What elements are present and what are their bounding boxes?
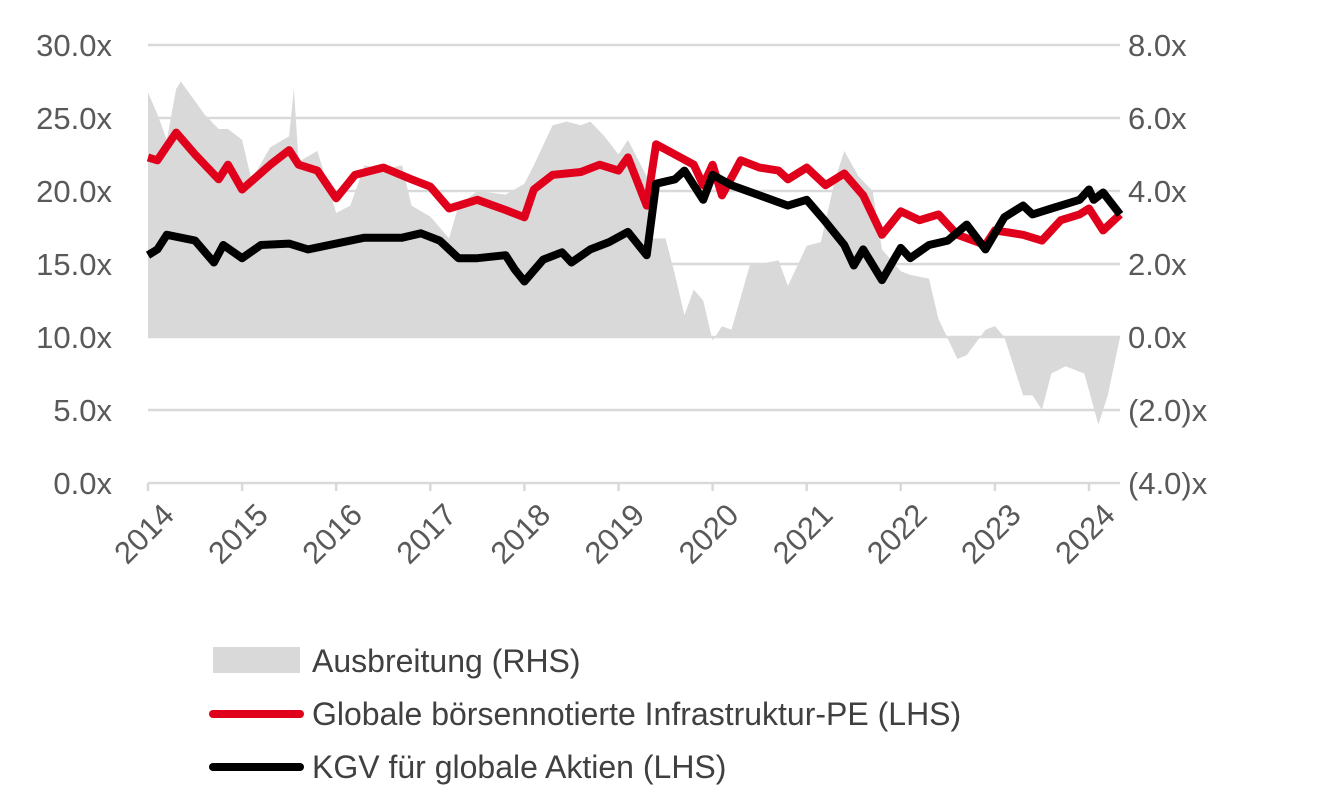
spread-area bbox=[148, 81, 1121, 425]
y-right-tick-label: (2.0)x bbox=[1128, 393, 1208, 428]
x-tick-label: 2016 bbox=[295, 497, 369, 571]
x-tick-label: 2017 bbox=[390, 497, 464, 571]
y-left-tick-label: 0.0x bbox=[53, 466, 112, 501]
y-left-tick-label: 30.0x bbox=[36, 28, 112, 63]
y-right-tick-label: 2.0x bbox=[1128, 247, 1187, 282]
x-tick-label: 2014 bbox=[107, 497, 181, 571]
x-tick-label: 2019 bbox=[578, 497, 652, 571]
equities-pe-line bbox=[145, 166, 1124, 286]
x-tick-label: 2023 bbox=[954, 497, 1028, 571]
x-tick-label: 2020 bbox=[672, 497, 746, 571]
legend-label-equities: KGV für globale Aktien (LHS) bbox=[312, 749, 726, 785]
y-left-tick-label: 20.0x bbox=[36, 174, 112, 209]
y-left-tick-label: 15.0x bbox=[36, 247, 112, 282]
x-tick-label: 2021 bbox=[766, 497, 840, 571]
y-right-tick-label: 8.0x bbox=[1128, 28, 1187, 63]
x-tick-label: 2022 bbox=[860, 497, 934, 571]
y-left-tick-label: 25.0x bbox=[36, 101, 112, 136]
y-right-tick-label: 0.0x bbox=[1128, 320, 1187, 355]
x-tick-label: 2024 bbox=[1048, 497, 1122, 571]
y-right-tick-label: (4.0)x bbox=[1128, 466, 1208, 501]
x-tick-label: 2018 bbox=[484, 497, 558, 571]
legend-label-spread: Ausbreitung (RHS) bbox=[312, 643, 581, 679]
legend-swatch-spread bbox=[213, 647, 300, 673]
x-tick-label: 2015 bbox=[201, 497, 275, 571]
legend-label-infra: Globale börsennotierte Infrastruktur-PE … bbox=[312, 696, 961, 732]
legend: Ausbreitung (RHS) Globale börsennotierte… bbox=[209, 643, 961, 785]
y-right-tick-label: 6.0x bbox=[1128, 101, 1187, 136]
y-left-tick-label: 10.0x bbox=[36, 320, 112, 355]
y-left-tick-label: 5.0x bbox=[53, 393, 112, 428]
y-right-tick-label: 4.0x bbox=[1128, 174, 1187, 209]
